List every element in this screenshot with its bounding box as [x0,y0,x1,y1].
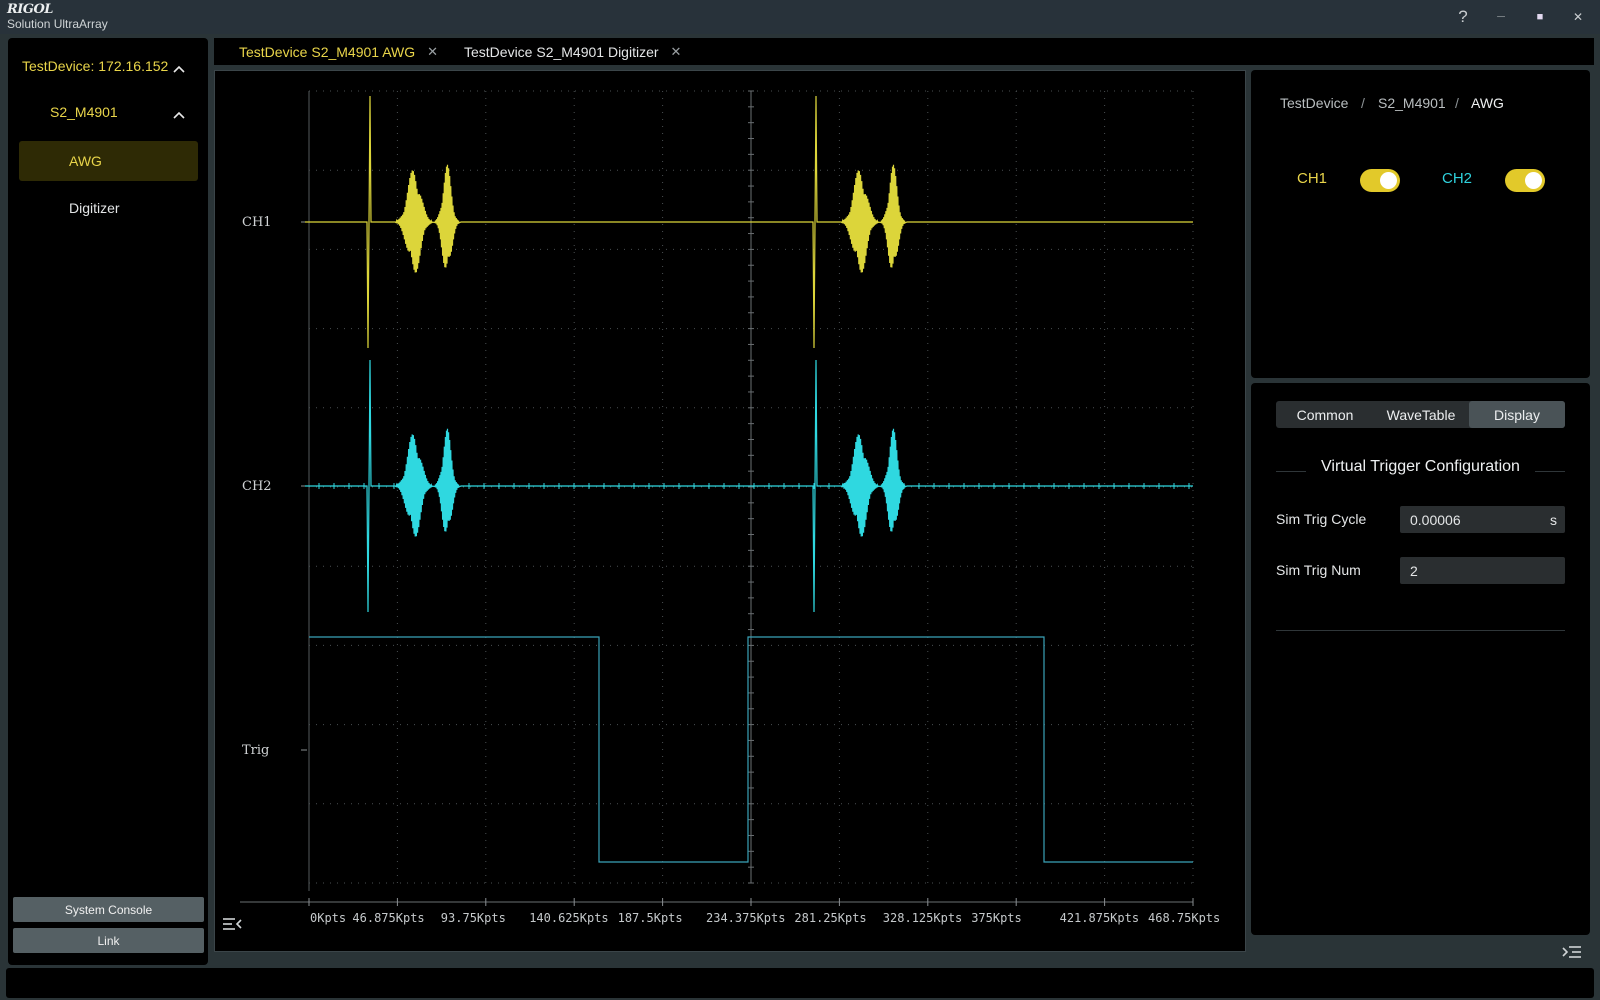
x-tick-label: 328.125Kpts [883,911,962,925]
minimize-icon[interactable]: ─ [1497,11,1505,23]
x-tick-label: 187.5Kpts [618,911,683,925]
ch1-waveform [305,95,1193,349]
toggle-knob [1380,172,1397,189]
channel-label: CH1 [242,215,272,230]
chevron-up-icon[interactable] [172,62,186,76]
product-name: Solution UltraArray [7,17,108,31]
module-label[interactable]: S2_M4901 [50,104,118,120]
expand-menu-icon[interactable] [1562,944,1582,963]
waveform-plot[interactable]: 0Kpts 46.875Kpts 93.75Kpts 140.625Kpts 187.5… [215,71,1245,951]
sim-trig-cycle-field[interactable]: 0.00006 s [1400,506,1565,533]
close-icon[interactable]: ✕ [1572,10,1584,24]
x-tick-label: 234.375Kpts [706,911,785,925]
tab-label: TestDevice S2_M4901 Digitizer [464,44,659,60]
breadcrumb-separator: / [1455,95,1459,111]
x-tick-label: 281.25Kpts [794,911,866,925]
tab-awg[interactable]: TestDevice S2_M4901 AWG ✕ [239,40,438,64]
sim-trig-num-field[interactable]: 2 [1400,557,1565,584]
sim-trig-cycle-unit: s [1550,511,1557,528]
ch2-waveform [305,359,1193,613]
link-button[interactable]: Link [13,928,204,953]
sidebar-item-awg[interactable]: AWG [19,141,198,181]
channel-label: Trig [242,743,269,758]
sim-trig-cycle-label: Sim Trig Cycle [1276,511,1367,527]
section-title: Virtual Trigger Configuration [1321,458,1520,475]
chevron-up-icon[interactable] [172,108,186,122]
sim-trig-num-label: Sim Trig Num [1276,562,1361,578]
x-tick-label: 468.75Kpts [1148,911,1220,925]
channel-label: CH2 [242,479,272,494]
x-tick-label: 140.625Kpts [529,911,608,925]
tab-display[interactable]: Display [1469,401,1565,428]
tab-bar [214,38,1594,65]
sidebar-item-label: AWG [69,153,102,169]
help-icon[interactable]: ? [1458,7,1468,26]
collapse-menu-icon[interactable] [222,916,242,935]
sim-trig-cycle-value: 0.00006 [1410,511,1461,528]
close-tab-icon[interactable]: ✕ [427,44,439,59]
system-console-button[interactable]: System Console [13,897,204,922]
ch1-toggle[interactable] [1360,169,1400,192]
breadcrumb-device[interactable]: TestDevice [1280,95,1349,111]
status-bar [6,968,1594,998]
title-bar: RIGOL Solution UltraArray ? ─ ■ ✕ [0,0,1600,34]
divider [1276,471,1306,472]
x-tick-label: 375Kpts [971,911,1022,925]
sim-trig-num-value: 2 [1410,562,1418,579]
x-tick-label: 46.875Kpts [352,911,424,925]
sidebar-item-label: Digitizer [69,200,120,216]
ch2-toggle[interactable] [1505,169,1545,192]
toggle-knob [1525,172,1542,189]
maximize-icon[interactable]: ■ [1536,11,1544,23]
divider [1276,630,1565,631]
waveform-panel: 0Kpts 46.875Kpts 93.75Kpts 140.625Kpts 187.5… [214,70,1246,952]
breadcrumb-current: AWG [1471,95,1504,111]
tab-label: TestDevice S2_M4901 AWG [239,44,416,60]
device-label[interactable]: TestDevice: 172.16.152 [22,58,169,74]
x-tick-label: 421.875Kpts [1060,911,1139,925]
x-tick-label: 93.75Kpts [441,911,506,925]
ch2-label: CH2 [1442,170,1473,187]
channel-panel [1251,70,1590,378]
brand-logo: RIGOL [7,2,53,17]
tab-digitizer[interactable]: TestDevice S2_M4901 Digitizer ✕ [464,40,681,64]
tab-wavetable[interactable]: WaveTable [1386,406,1456,423]
ch1-label: CH1 [1297,170,1328,187]
sidebar-item-digitizer[interactable]: Digitizer [19,188,198,228]
divider [1535,471,1565,472]
settings-panel [1251,383,1590,935]
tab-common[interactable]: Common [1296,406,1354,423]
sidebar [8,38,208,965]
breadcrumb-separator: / [1361,95,1365,111]
close-tab-icon[interactable]: ✕ [670,44,682,59]
trig-waveform [309,636,1193,863]
breadcrumb-module[interactable]: S2_M4901 [1378,95,1446,111]
x-tick-label: 0Kpts [310,911,346,925]
